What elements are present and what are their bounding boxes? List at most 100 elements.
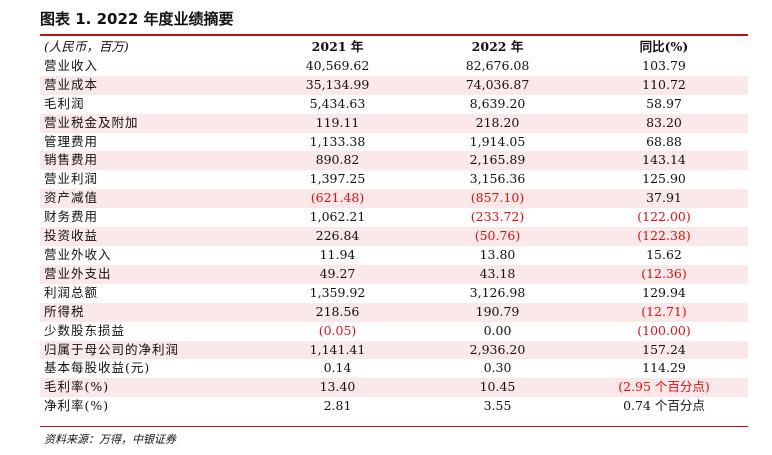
value-2022: 8,639.20: [415, 94, 580, 114]
value-yoy: 37.91: [580, 189, 748, 209]
table-row: 净利率(%) 2.81 3.55 0.74 个百分点: [40, 397, 748, 417]
value-2021: 1,133.38: [260, 132, 415, 152]
value-2022: 13.80: [415, 245, 580, 265]
value-2022: 1,914.05: [415, 132, 580, 152]
row-label: 少数股东损益: [40, 321, 260, 341]
year-2022-header: 2022 年: [471, 39, 524, 54]
value-2022: 43.18: [415, 264, 580, 284]
value-2022: 2,165.89: [415, 151, 580, 171]
value-yoy: 157.24: [580, 340, 748, 360]
table-row: 毛利润 5,434.63 8,639.20 58.97: [40, 94, 748, 114]
value-2021: 1,397.25: [260, 170, 415, 190]
value-2021: 1,062.21: [260, 208, 415, 228]
table-row: 毛利率(%) 13.40 10.45 (2.95 个百分点): [40, 378, 748, 398]
value-yoy: 114.29: [580, 359, 748, 379]
value-2021: 5,434.63: [260, 94, 415, 114]
value-2021: 226.84: [260, 227, 415, 246]
row-label: 投资收益: [40, 227, 260, 246]
value-yoy: (100.00): [580, 321, 748, 341]
value-yoy: 143.14: [580, 151, 748, 171]
yoy-header: 同比(%): [639, 39, 689, 54]
table-row: 投资收益 226.84 (50.76) (122.38): [40, 227, 748, 246]
table-row: 营业外收入 11.94 13.80 15.62: [40, 245, 748, 265]
table-row: 营业外支出 49.27 43.18 (12.36): [40, 264, 748, 284]
value-2022: 82,676.08: [415, 56, 580, 76]
table-row: 管理费用 1,133.38 1,914.05 68.88: [40, 132, 748, 152]
value-2021: 0.14: [260, 359, 415, 379]
row-label: 营业成本: [40, 75, 260, 95]
table-row: 营业成本 35,134.99 74,036.87 110.72: [40, 75, 748, 95]
earnings-summary-table: (人民币，百万) 2021 年 2022 年 同比(%) 营业收入 40,569.…: [40, 38, 748, 417]
value-yoy: (2.95 个百分点): [580, 378, 748, 398]
value-2021: 40,569.62: [260, 56, 415, 76]
row-label: 营业外支出: [40, 264, 260, 284]
source-note: 资料来源：万得，中银证券: [44, 433, 176, 446]
value-yoy: (122.00): [580, 208, 748, 228]
value-yoy: 83.20: [580, 113, 748, 133]
value-2021: 49.27: [260, 264, 415, 284]
row-label: 基本每股收益(元): [40, 359, 260, 379]
row-label: 营业收入: [40, 56, 260, 76]
row-label: 管理费用: [40, 132, 260, 152]
value-yoy: 0.74 个百分点: [580, 397, 748, 417]
value-2021: 890.82: [260, 151, 415, 171]
row-label: 毛利率(%): [40, 378, 260, 398]
value-2022: 3,156.36: [415, 170, 580, 190]
row-label: 财务费用: [40, 208, 260, 228]
bottom-rule: [40, 426, 748, 427]
value-yoy: 103.79: [580, 56, 748, 76]
unit-header: (人民币，百万): [44, 39, 129, 54]
value-2021: 11.94: [260, 245, 415, 265]
row-label: 销售费用: [40, 151, 260, 171]
figure-title: 图表 1. 2022 年度业绩摘要: [40, 10, 234, 28]
year-2021-header: 2021 年: [311, 39, 364, 54]
value-yoy: 58.97: [580, 94, 748, 114]
table-row: 营业收入 40,569.62 82,676.08 103.79: [40, 56, 748, 76]
value-2021: 13.40: [260, 378, 415, 398]
row-label: 营业利润: [40, 170, 260, 190]
row-label: 营业税金及附加: [40, 113, 260, 133]
value-2021: (0.05): [260, 321, 415, 341]
value-2021: 218.56: [260, 302, 415, 322]
table-row: 基本每股收益(元) 0.14 0.30 114.29: [40, 359, 748, 379]
table-row: 归属于母公司的净利润 1,141.41 2,936.20 157.24: [40, 340, 748, 360]
table-row: 少数股东损益 (0.05) 0.00 (100.00): [40, 321, 748, 341]
value-yoy: 125.90: [580, 170, 748, 190]
title-bar: 图表 1. 2022 年度业绩摘要: [40, 0, 748, 36]
value-yoy: 110.72: [580, 75, 748, 95]
value-2021: 1,141.41: [260, 340, 415, 360]
value-2022: 190.79: [415, 302, 580, 322]
table-row: 营业利润 1,397.25 3,156.36 125.90: [40, 170, 748, 190]
table-row: 销售费用 890.82 2,165.89 143.14: [40, 151, 748, 171]
row-label: 归属于母公司的净利润: [40, 340, 260, 360]
table-row: 营业税金及附加 119.11 218.20 83.20: [40, 113, 748, 133]
header-row: (人民币，百万) 2021 年 2022 年 同比(%): [40, 38, 748, 57]
value-2022: (233.72): [415, 208, 580, 228]
value-2022: 3.55: [415, 397, 580, 417]
value-yoy: 15.62: [580, 245, 748, 265]
value-2022: 0.30: [415, 359, 580, 379]
value-2022: (857.10): [415, 189, 580, 209]
value-2022: 3,126.98: [415, 283, 580, 303]
table-row: 财务费用 1,062.21 (233.72) (122.00): [40, 208, 748, 228]
row-label: 净利率(%): [40, 397, 260, 417]
value-2022: 0.00: [415, 321, 580, 341]
value-yoy: 129.94: [580, 283, 748, 303]
value-yoy: (122.38): [580, 227, 748, 246]
row-label: 营业外收入: [40, 245, 260, 265]
table-body: 营业收入 40,569.62 82,676.08 103.79 营业成本 35,134.9…: [40, 56, 748, 417]
value-2022: 74,036.87: [415, 75, 580, 95]
row-label: 利润总额: [40, 283, 260, 303]
value-2022: 2,936.20: [415, 340, 580, 360]
value-2022: (50.76): [415, 227, 580, 246]
value-yoy: (12.36): [580, 264, 748, 284]
table-row: 资产减值 (621.48) (857.10) 37.91: [40, 189, 748, 209]
value-2021: (621.48): [260, 189, 415, 209]
value-2021: 1,359.92: [260, 283, 415, 303]
table-row: 利润总额 1,359.92 3,126.98 129.94: [40, 283, 748, 303]
value-2021: 119.11: [260, 113, 415, 133]
row-label: 所得税: [40, 302, 260, 322]
value-2021: 35,134.99: [260, 75, 415, 95]
value-yoy: (12.71): [580, 302, 748, 322]
value-2022: 10.45: [415, 378, 580, 398]
